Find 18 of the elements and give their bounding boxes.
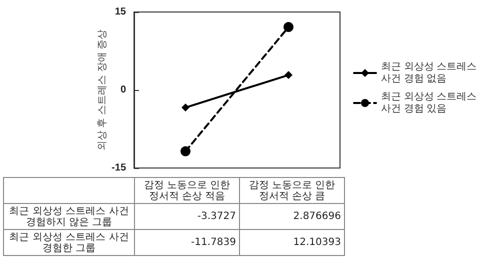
text: 최근 외상성 스트레스 사건 경험한 그룹: [4, 230, 134, 256]
point: [182, 104, 190, 112]
point: [180, 146, 190, 156]
text: 최근 외상성 스트레스 사건 경험하지 않은 그룹: [4, 204, 134, 230]
y-tick-label: -15: [112, 162, 126, 174]
x-tick-label: 감정 노동으로 인한 정서적 손상 적음: [134, 178, 240, 204]
data-label: 12.10393: [240, 230, 344, 256]
legend-label: 최근 외상성 스트레스 사건 경험 없음: [381, 62, 480, 84]
y-tick-label: 0: [120, 84, 126, 96]
data-label: -3.3727: [134, 204, 240, 230]
data-label: 2.876696: [240, 204, 344, 230]
y-axis-title: 외상 후 스트레스 장애 증상: [97, 29, 108, 151]
data-label: -11.7839: [134, 230, 240, 256]
point: [284, 71, 292, 80]
y-tick-label: 15: [114, 6, 126, 18]
point: [284, 22, 294, 32]
legend-label: 최근 외상성 스트레스 사건 경험 있음: [381, 92, 480, 114]
x-tick-label: 감정 노동으로 인한 정서적 손상 큼: [240, 178, 344, 204]
